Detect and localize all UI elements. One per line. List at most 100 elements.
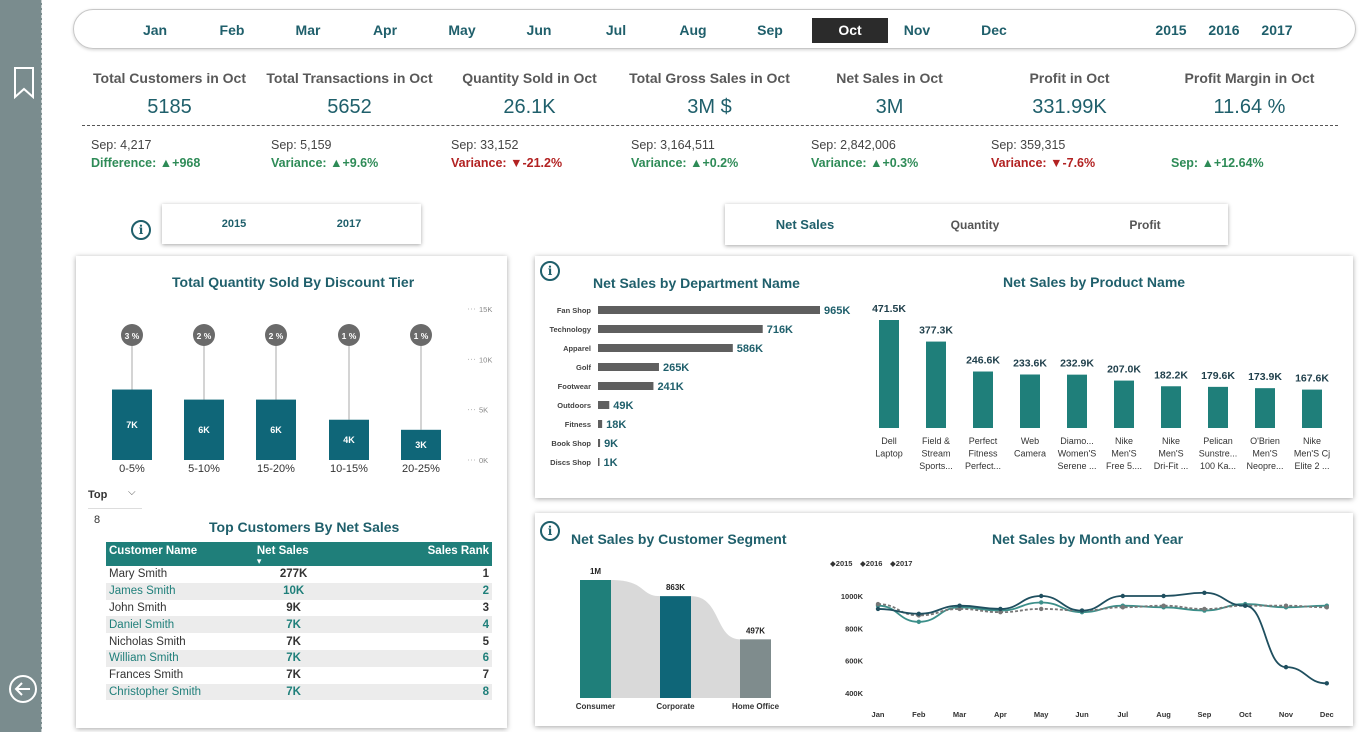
kpi-card: Total Transactions in Oct 5652 [262,70,437,119]
series-point-2016 [1161,603,1166,608]
month-jun[interactable]: Jun [526,22,552,38]
table-row[interactable]: James Smith 10K 2 [106,582,492,600]
table-row[interactable]: William Smith 7K 6 [106,649,492,667]
month-sep[interactable]: Sep [757,22,783,38]
kpi-previous: Sep: 3,164,511 [631,138,715,152]
bar-data-label: 232.9K [1060,358,1094,370]
month-nov[interactable]: Nov [903,22,931,38]
measure-option-net-sales[interactable]: Net Sales [775,217,835,232]
x-tick-label: Field & [922,436,950,446]
table-row[interactable]: Frances Smith 7K 7 [106,667,492,684]
table-row[interactable]: Nicholas Smith 7K 5 [106,633,492,650]
product-chart: 471.5K Dell Laptop 377.3K Field & Stream Sport… [872,303,1330,471]
back-arrow-icon[interactable] [8,674,38,704]
measure-option-quantity[interactable]: Quantity [950,217,1000,232]
bookmark-icon[interactable] [13,67,35,99]
series-point-2017 [1243,603,1248,608]
table-row[interactable]: Christopher Smith 7K 8 [106,683,492,701]
x-tick-label: Web [1021,436,1039,446]
column-header[interactable]: Customer Name [106,542,254,566]
bar-data-label: 265K [663,362,689,374]
segment-bar [660,596,691,698]
kpi-change: Variance: ▲+9.6% [271,154,378,172]
discount-chart-title: Total Quantity Sold By Discount Tier [172,274,415,290]
x-tick-label: Feb [912,710,926,719]
month-apr[interactable]: Apr [372,22,398,38]
kpi-comparison: Sep: 33,152 Variance: ▼-21.2% [451,136,562,172]
column-header[interactable]: Sales Rank [390,542,492,566]
x-tick-label: Perfect... [965,461,1001,471]
bubble-label: 2 % [269,331,284,341]
year-2016[interactable]: 2016 [1208,22,1240,38]
info-icon[interactable]: i [540,521,560,541]
category-label: Outdoors [557,401,591,410]
year-option-2015[interactable]: 2015 [221,218,247,230]
month-jan[interactable]: Jan [142,22,168,38]
kpi-change-label: Variance: [811,156,871,170]
series-point-2017 [1283,664,1289,670]
sales-rank-cell: 5 [482,635,489,648]
sales-rank-cell: 3 [482,601,489,614]
info-icon[interactable]: i [131,220,151,240]
x-tick-label: 100 Ka... [1200,461,1236,471]
x-tick-label: Free 5.... [1106,461,1142,471]
table-row[interactable]: John Smith 9K 3 [106,600,492,617]
year-2015[interactable]: 2015 [1155,22,1187,38]
kpi-change-value: ▲+0.2% [690,156,739,170]
bubble-marker [193,324,215,346]
year-2017[interactable]: 2017 [1261,22,1293,38]
month-feb[interactable]: Feb [219,22,245,38]
measure-option-profit[interactable]: Profit [1129,217,1161,232]
month-jul[interactable]: Jul [605,22,627,38]
bar-data-label: 863K [666,583,685,592]
kpi-previous [1171,136,1264,154]
bar-data-label: 182.2K [1154,369,1188,381]
kpi-value: 3M $ [687,96,732,118]
chevron-down-icon[interactable]: ⌵ [128,487,136,498]
info-icon[interactable]: i [540,261,560,281]
bar-data-label: 7K [126,420,138,430]
net-sales-cell: 7K [253,616,391,634]
x-tick-label: Mar [953,710,966,719]
top-n-input[interactable]: 8 [88,508,142,530]
month-oct[interactable]: Oct [812,18,888,43]
kpi-change-label: Variance: [631,156,691,170]
x-tick-label: Stream [921,449,950,459]
kpi-change-label: Sep: [1171,156,1202,170]
month-dec[interactable]: Dec [981,22,1007,38]
kpi-previous: Sep: 33,152 [451,138,519,152]
bar-data-label: 3K [415,440,427,450]
kpi-label: Total Gross Sales in Oct [629,70,790,86]
kpi-value: 26.1K [503,96,556,118]
month-mar[interactable]: Mar [295,22,321,38]
category-label: Technology [549,325,591,334]
bar-data-label: 1K [604,457,618,469]
category-label: Discs Shop [550,458,591,467]
month-aug[interactable]: Aug [679,22,707,38]
kpi-card: Profit in Oct 331.99K [982,70,1157,119]
x-tick-label: Diamo... [1060,436,1094,446]
y-tick-label: 800K [845,624,864,633]
customer-name-cell: Mary Smith [109,568,168,581]
x-tick-label: Jul [1117,710,1128,719]
bar-data-label: 377.3K [919,325,953,337]
bubble-label: 3 % [125,331,140,341]
table-row[interactable]: Daniel Smith 7K 4 [106,616,492,634]
table-row[interactable]: Mary Smith 277K 1 [106,566,492,583]
category-label: Fitness [565,420,591,429]
kpi-card: Quantity Sold in Oct 26.1K [442,70,617,119]
column-header[interactable]: Net Sales ▾ [253,542,391,566]
month-may[interactable]: May [448,22,476,38]
kpi-comparison: Sep: 359,315 Variance: ▼-7.6% [991,136,1095,172]
x-tick-label: Jun [1075,710,1089,719]
sales-rank-cell: 4 [390,616,492,634]
sort-desc-icon[interactable]: ▾ [256,556,262,566]
product-bar [973,371,993,428]
x-tick-label: Consumer [576,702,616,711]
net-sales-cell: 7K [286,669,301,682]
year-option-2017[interactable]: 2017 [336,218,362,230]
kpi-value: 11.64 % [1213,96,1286,118]
department-chart-title: Net Sales by Department Name [593,275,800,291]
kpi-change: Variance: ▲+0.2% [631,154,738,172]
department-product-card: i Net Sales by Department Name Fan Shop 9… [535,256,1353,498]
